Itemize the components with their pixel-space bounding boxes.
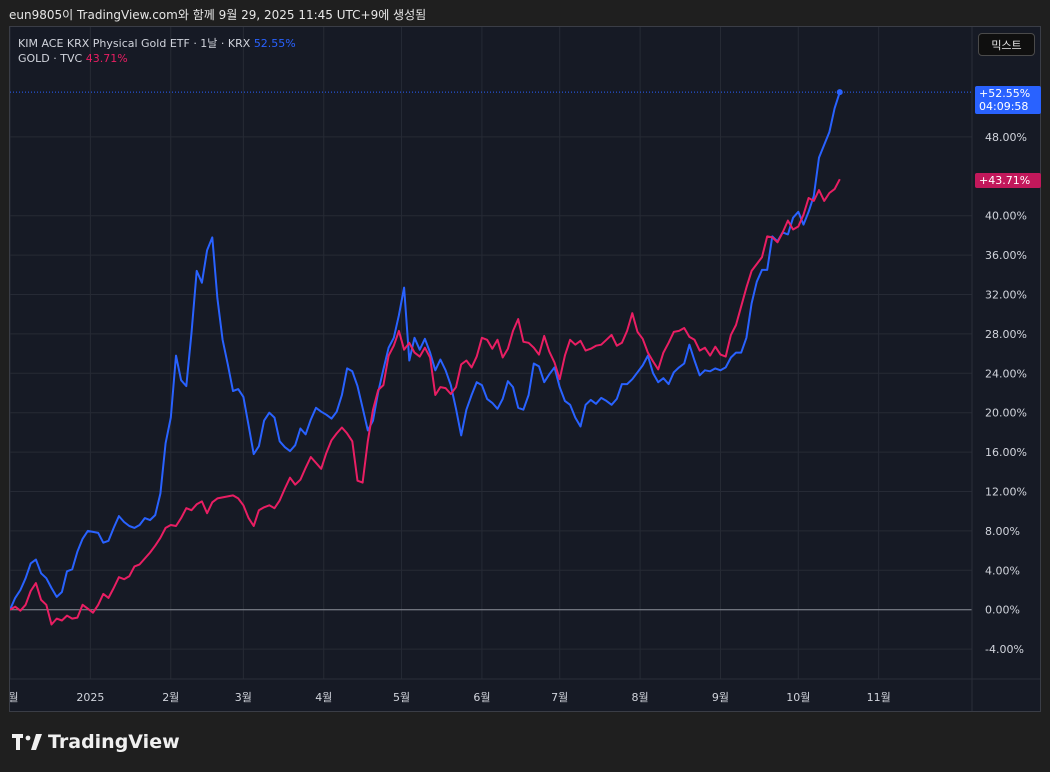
last-point-marker	[836, 89, 843, 96]
chart-frame[interactable]: -4.00% 0.00% 4.00% 8.00% 12.00% 16.00% 20.00% 2…	[9, 26, 1041, 712]
y-tick-label: 36.00%	[985, 249, 1027, 262]
y-tick-label: 0.00%	[985, 604, 1020, 617]
x-tick-label: 8월	[632, 691, 649, 704]
x-tick-label: 7월	[551, 691, 568, 704]
x-tick-label: 5월	[393, 691, 410, 704]
header-caption: eun9805이 TradingView.com와 함께 9월 29, 2025…	[9, 8, 427, 22]
legend-series1[interactable]: KIM ACE KRX Physical Gold ETF · 1날 · KRX…	[18, 35, 296, 51]
y-tick-label: 8.00%	[985, 525, 1020, 538]
legend-series2[interactable]: GOLD · TVC 43.71%	[18, 52, 128, 65]
legend-series2-label: GOLD · TVC	[18, 52, 83, 65]
x-tick-label: 3월	[235, 691, 252, 704]
y-tick-label: 20.00%	[985, 407, 1027, 420]
price-badge-blue: +52.55% 04:09:58	[975, 86, 1041, 114]
mix-button[interactable]: 믹스트	[978, 33, 1035, 56]
price-badge-blue-time: 04:09:58	[979, 100, 1029, 113]
tradingview-logo-icon	[12, 734, 42, 750]
x-tick-label: 9월	[712, 691, 729, 704]
y-tick-label: 12.00%	[985, 486, 1027, 499]
x-tick-label: 6월	[473, 691, 490, 704]
price-badge-blue-value: +52.55%	[979, 87, 1031, 100]
y-tick-label: 16.00%	[985, 446, 1027, 459]
footer-brand: TradingView	[48, 731, 180, 753]
legend-series1-value: 52.55%	[253, 37, 296, 50]
legend-series2-value: 43.71%	[85, 52, 128, 65]
x-tick-label: 4월	[315, 691, 332, 704]
x-tick-label: 2025	[76, 691, 104, 704]
y-tick-label: 32.00%	[985, 289, 1027, 302]
y-tick-label: 24.00%	[985, 367, 1027, 380]
y-tick-label: 48.00%	[985, 131, 1027, 144]
footer-logo[interactable]: TradingView	[12, 731, 180, 753]
x-tick-label: 11월	[867, 691, 891, 704]
series-line-1[interactable]	[10, 91, 841, 611]
y-tick-label: 4.00%	[985, 564, 1020, 577]
x-tick-label: 2월	[10, 691, 19, 704]
legend-series1-label: KIM ACE KRX Physical Gold ETF · 1날 · KRX	[18, 37, 251, 50]
y-tick-label: 28.00%	[985, 328, 1027, 341]
x-tick-label: 2월	[162, 691, 179, 704]
x-tick-label: 10월	[786, 691, 810, 704]
series-line-2[interactable]	[10, 178, 841, 626]
chart-svg[interactable]: -4.00% 0.00% 4.00% 8.00% 12.00% 16.00% 20.00% 2…	[10, 27, 1040, 711]
y-tick-label: -4.00%	[985, 643, 1024, 656]
y-tick-label: 40.00%	[985, 210, 1027, 223]
price-badge-pink: +43.71%	[975, 173, 1041, 188]
